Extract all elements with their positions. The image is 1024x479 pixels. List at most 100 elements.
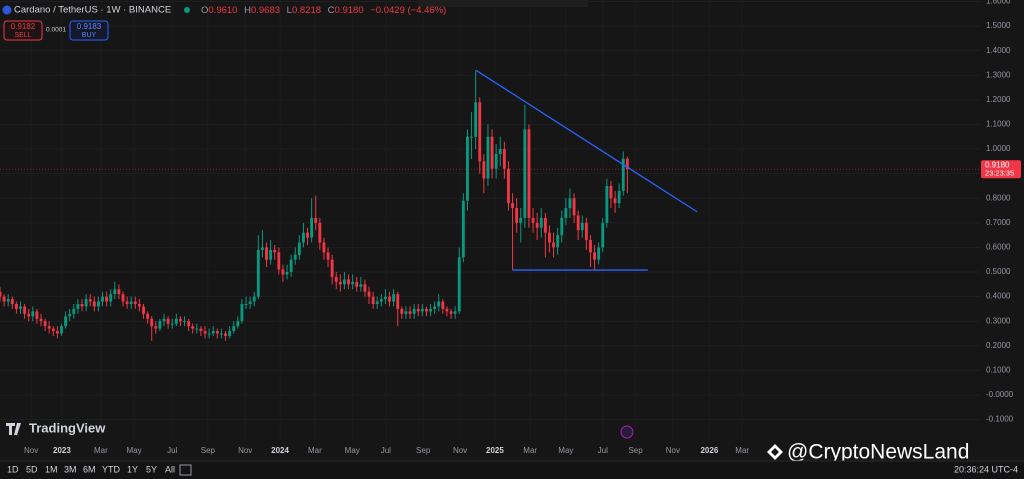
candle-body [515,208,519,223]
candle-body [330,259,334,277]
price-change: −0.0429 (−4.46%) [370,5,446,16]
candle-body [498,149,502,154]
x-tick-label: May [127,446,142,455]
range-button[interactable]: 1M [45,464,58,474]
y-tick-label: 1.4000 [986,46,1011,55]
drawing-toolbar[interactable] [418,0,588,7]
sell-button[interactable] [3,20,43,41]
candle-body [564,208,568,218]
buy-label: BUY [82,32,97,39]
candle-body [117,289,121,295]
range-button[interactable]: YTD [102,464,121,474]
candle-body [199,328,203,332]
bottom-bar [0,461,1024,479]
range-button[interactable]: All [165,464,175,474]
range-button[interactable]: 1D [7,464,19,474]
candle-body [584,222,588,241]
buy-button[interactable] [69,20,109,41]
candle-body [51,328,55,332]
candle-body [133,301,137,304]
candle-body [519,217,523,223]
event-icon[interactable] [620,425,634,439]
candle-body [351,281,355,285]
candle-body [617,190,621,204]
candle-body [260,247,264,250]
range-button[interactable]: 1Y [127,464,138,474]
candle-body [576,215,580,231]
y-tick-label: 0.3000 [986,316,1011,325]
plot-area [0,69,980,341]
candle-body [150,318,154,327]
ohlc-legend: O0.9610 H0.9683 L0.8218 C0.9180 −0.0429 … [201,5,446,16]
candle-body [568,198,572,209]
candle-body [64,316,68,327]
y-tick-label: 0.2000 [986,341,1011,350]
ohlc-key: H [244,5,251,16]
candle-body [137,303,141,307]
candle-body [490,136,494,169]
candle-body [433,306,437,309]
candle-body [326,252,330,260]
range-button[interactable]: 5D [26,464,38,474]
candle-body [318,222,322,243]
x-tick-label: May [345,446,360,455]
x-tick-label: Sep [628,446,643,455]
candle-body [293,254,297,260]
ohlc-value: 0.9683 [251,5,280,16]
logo-text: TradingView [29,420,106,435]
range-button[interactable]: 3M [64,464,77,474]
y-tick-label: -0.1000 [986,415,1014,424]
watermark-icon [767,444,783,460]
candle-body [162,318,166,322]
candle-body [531,217,535,223]
candle-body [80,303,84,307]
date-range-icon[interactable] [179,464,192,476]
ohlc-value: 0.9610 [208,5,237,16]
x-tick-label: 2026 [700,446,718,455]
watermark: @CryptoNewsLand [787,441,969,464]
candle-body [211,331,215,334]
candle-body [129,301,133,304]
candle-body [47,326,51,329]
candle-body [109,294,113,302]
range-button[interactable]: 5Y [146,464,157,474]
x-tick-label: Mar [94,446,108,455]
x-tick-label: Sep [416,446,431,455]
last-price-label: 0.9180 [985,160,1010,169]
y-tick-label: 0.8000 [986,193,1011,202]
candle-body [244,303,248,305]
candle-body [158,321,162,329]
y-tick-label: 0.4000 [986,292,1011,301]
candle-body [314,217,318,223]
candle-body [556,235,560,248]
candle-body [470,136,473,138]
candle-body [367,291,371,297]
x-tick-label: 2023 [53,446,71,455]
candle-body [170,323,174,325]
candle-body [187,321,191,327]
candle-body [35,311,39,319]
candle-body [14,303,18,309]
x-tick-label: Nov [453,446,467,455]
x-tick-label: Mar [523,446,537,455]
x-tick-label: Nov [238,446,252,455]
x-tick-label: May [558,446,573,455]
candle-body [306,232,309,238]
x-tick-label: Sep [201,446,216,455]
last-price-tag [981,160,1021,179]
candle-body [6,299,10,302]
candle-body [297,242,301,255]
candle-body [289,259,293,273]
range-button[interactable]: 6M [83,464,96,474]
candle-body [441,301,445,309]
symbol-icon [2,5,12,15]
candle-body [310,217,314,238]
candle-body [248,301,252,304]
candle-body [449,311,453,314]
x-tick-label: Jul [167,446,177,455]
candle-body [548,232,551,243]
ohlc-key: L [287,5,292,16]
candle-body [236,321,240,327]
